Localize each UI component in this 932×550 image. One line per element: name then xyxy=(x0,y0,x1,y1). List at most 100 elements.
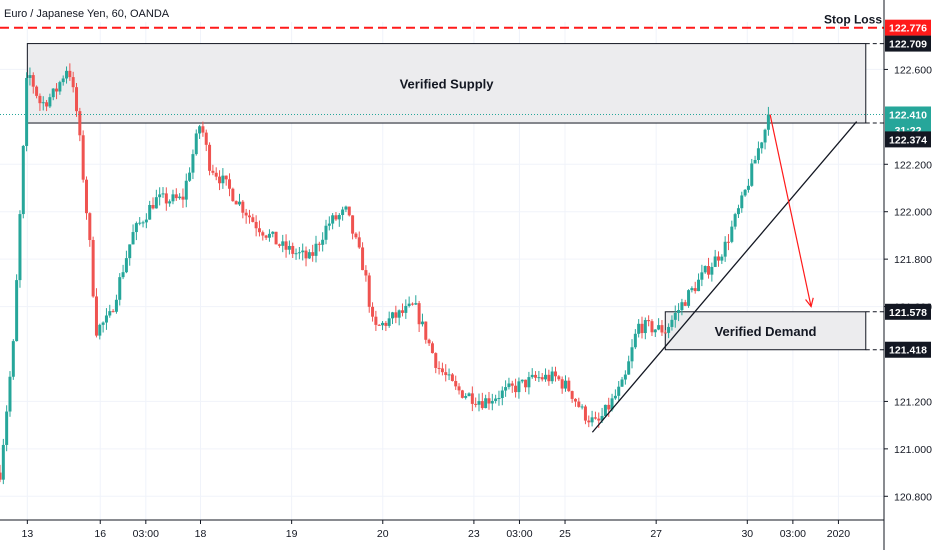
candle-down xyxy=(470,393,474,404)
y-tick-label: 122.600 xyxy=(894,64,932,76)
candle-down xyxy=(707,266,711,275)
candle-up xyxy=(723,241,727,257)
candle-up xyxy=(141,222,145,224)
candle-up xyxy=(8,376,12,412)
candle-down xyxy=(570,391,574,399)
candle-down xyxy=(524,379,528,388)
candle-up xyxy=(178,196,182,199)
candle-up xyxy=(667,326,671,333)
candle-up xyxy=(633,333,637,348)
x-tick-label: 19 xyxy=(286,528,298,540)
candle-down xyxy=(254,221,258,229)
candle-down xyxy=(88,213,92,241)
arrow-head xyxy=(805,297,814,308)
candle-down xyxy=(417,303,421,325)
candle-down xyxy=(547,374,551,382)
candle-up xyxy=(643,320,647,334)
candle-up xyxy=(238,201,242,205)
price-tag-bg xyxy=(885,106,931,123)
candle-up xyxy=(287,245,291,250)
candle-up xyxy=(18,214,22,281)
axis-corner xyxy=(885,521,932,550)
candle-down xyxy=(557,376,561,380)
candle-down xyxy=(480,401,484,409)
candle-down xyxy=(247,215,251,218)
candle-up xyxy=(630,347,634,362)
candle-down xyxy=(577,401,581,407)
candle-up xyxy=(760,142,764,149)
candle-up xyxy=(48,97,52,107)
candle-up xyxy=(5,411,9,445)
y-tick-label: 122.000 xyxy=(894,207,932,219)
price-tag-bg xyxy=(885,341,931,358)
candle-up xyxy=(121,272,125,278)
candle-up xyxy=(307,252,311,259)
candle-down xyxy=(111,311,115,313)
candle-down xyxy=(434,353,438,368)
candle-down xyxy=(424,321,428,340)
price-tag-label: 121.578 xyxy=(889,307,927,319)
candle-down xyxy=(384,322,388,326)
drawings: Stop Loss xyxy=(0,13,884,433)
candle-down xyxy=(364,270,368,276)
candle-down xyxy=(277,244,281,246)
y-tick-label: 120.800 xyxy=(894,491,932,503)
price-tag-label: 122.374 xyxy=(889,134,927,146)
candle-up xyxy=(154,197,158,209)
candle-up xyxy=(41,102,45,104)
candle-down xyxy=(257,228,261,233)
candle-down xyxy=(587,420,591,423)
candle-up xyxy=(637,323,641,334)
candle-down xyxy=(151,204,155,209)
candle-up xyxy=(314,243,318,256)
candle-up xyxy=(497,398,501,400)
candle-up xyxy=(221,175,225,184)
x-tick-label: 30 xyxy=(741,528,753,540)
candle-up xyxy=(281,241,285,246)
candle-down xyxy=(284,241,288,250)
candle-up xyxy=(131,232,135,245)
candle-up xyxy=(391,312,395,319)
candle-down xyxy=(211,170,215,173)
candle-up xyxy=(507,383,511,388)
candle-down xyxy=(204,132,208,145)
candle-down xyxy=(367,275,371,307)
candle-up xyxy=(301,250,305,253)
candle-up xyxy=(148,204,152,220)
candle-up xyxy=(703,266,707,273)
candle-up xyxy=(746,185,750,190)
candle-up xyxy=(517,381,521,393)
candle-up xyxy=(324,225,328,240)
candle-up xyxy=(198,126,202,134)
candle-down xyxy=(374,316,378,325)
x-tick-label: 03:00 xyxy=(780,528,806,540)
candle-down xyxy=(91,240,95,297)
candle-down xyxy=(567,380,571,392)
candle-down xyxy=(474,403,478,405)
candle-up xyxy=(494,398,498,401)
x-tick-label: 13 xyxy=(21,528,33,540)
candle-up xyxy=(530,374,534,378)
candle-up xyxy=(191,154,195,173)
candle-down xyxy=(311,252,315,256)
candle-up xyxy=(600,415,604,421)
candle-up xyxy=(104,315,108,323)
candle-up xyxy=(407,303,411,306)
price-tag-bg xyxy=(885,19,931,36)
candle-up xyxy=(673,312,677,320)
candle-down xyxy=(264,235,268,238)
candle-down xyxy=(78,111,82,136)
candle-down xyxy=(457,386,461,391)
x-tick-label: 23 xyxy=(468,528,480,540)
candle-up xyxy=(580,406,584,408)
zones: Verified Supply Verified Demand xyxy=(26,43,884,351)
candle-up xyxy=(65,70,69,79)
price-tags: 122.776122.709122.41031:22122.374121.578… xyxy=(885,19,931,358)
candle-down xyxy=(224,175,228,180)
x-tick-label: 25 xyxy=(559,528,571,540)
candle-up xyxy=(756,148,760,160)
candle-up xyxy=(657,325,661,330)
candle-up xyxy=(161,193,165,195)
candle-up xyxy=(387,318,391,326)
